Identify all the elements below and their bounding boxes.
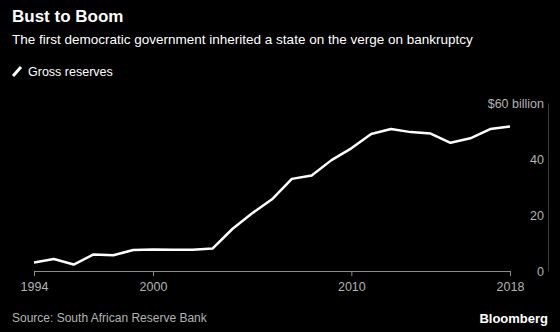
x-tick: 2010 — [338, 271, 366, 294]
x-tick-label: 1994 — [21, 280, 49, 294]
background — [0, 0, 560, 332]
x-tick-mark — [153, 271, 154, 276]
subtitle: The first democratic government inherite… — [12, 32, 473, 47]
y-axis: 0 20 40 $60 billion — [488, 97, 549, 279]
y-tick: 40 — [530, 153, 548, 167]
source: Source: South African Reserve Bank — [12, 311, 208, 325]
y-tick-label: $60 billion — [488, 97, 544, 111]
x-tick: 2018 — [497, 271, 525, 294]
y-axis-line — [548, 104, 549, 272]
y-tick-label: 20 — [530, 209, 544, 223]
x-axis-line — [35, 271, 511, 272]
y-tick: $60 billion — [488, 97, 548, 111]
chart: Bust to Boom The first democratic governm… — [0, 0, 560, 332]
x-tick: 2000 — [140, 271, 168, 294]
x-tick-mark — [34, 271, 35, 276]
credit: Bloomberg — [479, 311, 548, 326]
x-tick-mark — [351, 271, 352, 276]
legend-label: Gross reserves — [28, 65, 113, 79]
x-tick-label: 2010 — [338, 280, 366, 294]
y-tick-label: 40 — [530, 153, 544, 167]
y-tick: 0 — [537, 265, 548, 279]
x-tick: 1994 — [21, 271, 49, 294]
plot-area — [34, 127, 510, 265]
x-axis: 1994 2000 2010 2018 — [21, 271, 525, 294]
x-tick-mark — [510, 271, 511, 276]
x-tick-label: 2000 — [140, 280, 168, 294]
series-line — [34, 127, 510, 265]
title: Bust to Boom — [12, 7, 123, 26]
legend-swatch — [13, 67, 21, 76]
y-tick-label: 0 — [537, 265, 544, 279]
x-tick-label: 2018 — [497, 280, 525, 294]
y-tick: 20 — [530, 209, 548, 223]
